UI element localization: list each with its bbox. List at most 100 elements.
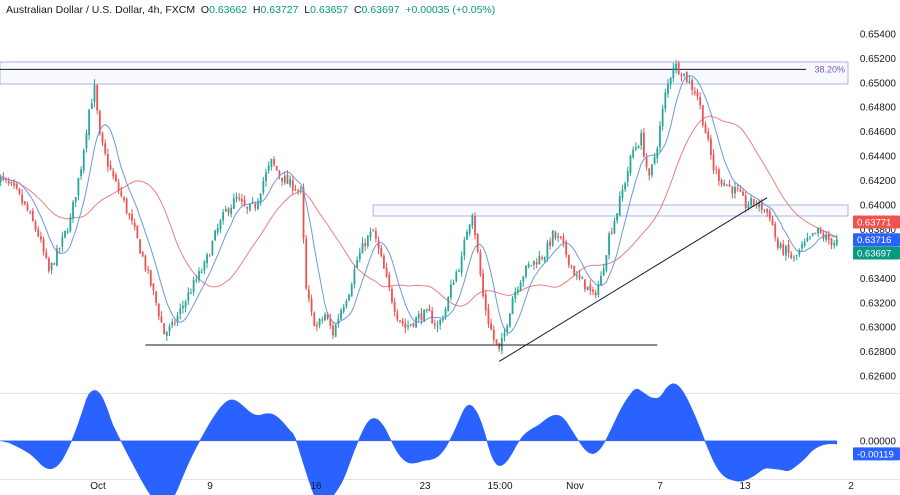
candle-up xyxy=(64,230,66,238)
candle-up xyxy=(817,227,819,234)
candle-up xyxy=(586,286,589,291)
candle-down xyxy=(704,124,707,134)
candle-down xyxy=(487,308,490,324)
candle-up xyxy=(575,275,578,277)
candle-down xyxy=(535,262,538,265)
candle-down xyxy=(565,241,568,255)
price-tick-label: 0.62600 xyxy=(860,372,897,383)
candle-up xyxy=(825,235,828,240)
high-label: H xyxy=(252,4,261,16)
time-tick-label: 2 xyxy=(848,481,854,492)
candle-down xyxy=(10,182,13,184)
candle-down xyxy=(742,191,744,196)
candle-up xyxy=(543,257,546,261)
candle-up xyxy=(184,301,187,308)
candle-down xyxy=(693,91,696,94)
candle-up xyxy=(425,309,428,311)
candle-down xyxy=(774,223,777,238)
candle-up xyxy=(56,248,58,266)
candle-down xyxy=(412,322,415,327)
candle-up xyxy=(664,92,667,109)
candle-down xyxy=(498,343,501,349)
price-tick-label: 0.64800 xyxy=(860,103,897,114)
candle-down xyxy=(364,243,367,247)
candle-down xyxy=(238,198,241,200)
candle-up xyxy=(409,324,412,326)
candle-up xyxy=(527,263,530,267)
candle-up xyxy=(508,313,511,327)
candle-up xyxy=(358,252,361,260)
candle-up xyxy=(546,242,549,259)
candle-down xyxy=(428,308,431,312)
candle-down xyxy=(31,210,34,221)
candle-down xyxy=(246,206,249,209)
candle-up xyxy=(337,318,340,324)
candle-up xyxy=(640,133,643,146)
candle-down xyxy=(707,131,710,139)
candle-down xyxy=(739,189,742,192)
oscillator-tick-label: 0.00000 xyxy=(860,436,897,447)
candle-down xyxy=(766,208,769,213)
candle-down xyxy=(720,180,723,185)
candle-down xyxy=(492,329,495,340)
candle-up xyxy=(785,246,787,256)
candle-up xyxy=(613,221,616,234)
candle-down xyxy=(709,138,712,156)
candle-up xyxy=(361,242,364,254)
candle-up xyxy=(230,207,233,215)
candle-up xyxy=(72,202,74,218)
chart-header: Australian Dollar / U.S. Dollar, 4h, FXC… xyxy=(6,4,495,16)
candle-up xyxy=(763,209,766,211)
candle-down xyxy=(562,237,565,243)
candle-down xyxy=(401,320,404,324)
candle-up xyxy=(423,310,426,322)
candle-down xyxy=(712,154,715,171)
candle-down xyxy=(490,323,493,330)
candle-down xyxy=(680,75,683,77)
candle-up xyxy=(667,83,669,94)
candle-up xyxy=(602,269,605,276)
candle-up xyxy=(758,201,761,208)
candle-up xyxy=(353,269,356,285)
candle-down xyxy=(474,216,476,236)
candle-up xyxy=(417,314,420,318)
candle-down xyxy=(34,221,37,230)
candle-down xyxy=(173,322,176,324)
candle-up xyxy=(661,108,664,127)
candle-down xyxy=(391,288,393,303)
candle-up xyxy=(342,306,345,312)
candle-down xyxy=(128,213,131,216)
candle-down xyxy=(123,197,125,200)
candle-down xyxy=(578,274,581,279)
candle-up xyxy=(683,73,685,76)
price-tag xyxy=(853,233,900,247)
candle-up xyxy=(192,279,195,292)
candle-up xyxy=(463,240,466,256)
candle-down xyxy=(830,238,833,245)
candle-up xyxy=(835,239,838,245)
candle-down xyxy=(701,105,704,125)
candle-up xyxy=(50,262,53,270)
candle-up xyxy=(206,254,208,264)
trendline xyxy=(498,197,768,362)
candle-up xyxy=(176,315,179,323)
candle-down xyxy=(37,229,40,237)
candle-up xyxy=(618,196,621,216)
price-tick-label: 0.64600 xyxy=(860,127,897,138)
candle-down xyxy=(104,143,107,154)
candle-up xyxy=(187,292,190,301)
candle-down xyxy=(163,323,166,335)
candle-down xyxy=(479,252,482,275)
candle-up xyxy=(366,235,369,246)
candle-down xyxy=(149,270,152,286)
price-tick-label: 0.65000 xyxy=(860,78,897,89)
candle-down xyxy=(147,269,149,271)
candle-up xyxy=(407,325,409,327)
candle-down xyxy=(307,289,310,299)
candle-down xyxy=(316,324,318,327)
candle-down xyxy=(744,195,747,208)
candle-down xyxy=(106,154,109,167)
oscillator-area xyxy=(0,383,838,495)
candle-up xyxy=(259,193,262,203)
candle-down xyxy=(819,229,822,233)
